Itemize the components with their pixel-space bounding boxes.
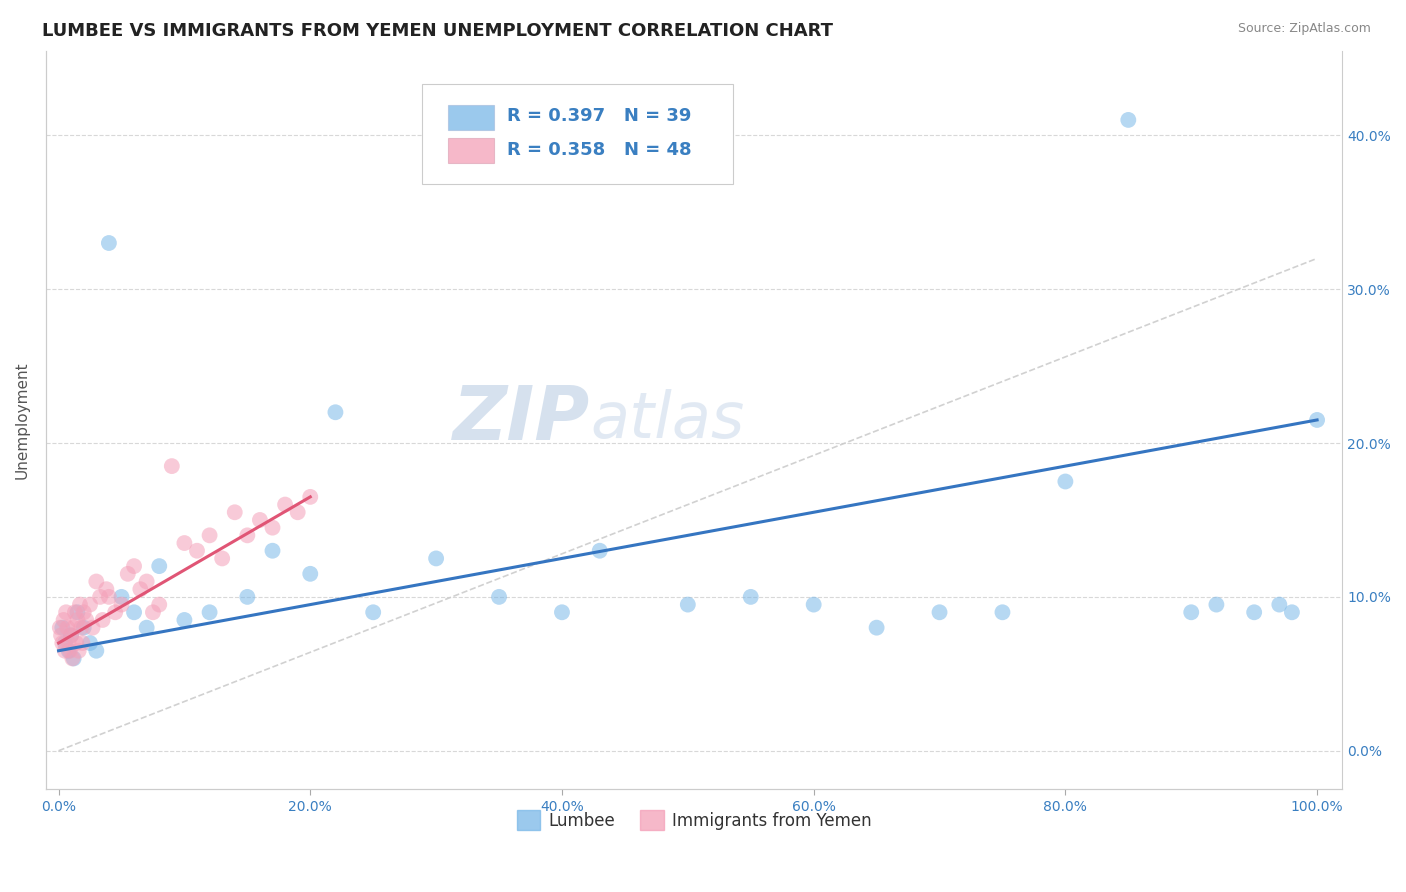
FancyBboxPatch shape xyxy=(449,104,495,129)
Point xyxy=(104,605,127,619)
Text: R = 0.358   N = 48: R = 0.358 N = 48 xyxy=(508,141,692,159)
Point xyxy=(148,598,170,612)
Text: LUMBEE VS IMMIGRANTS FROM YEMEN UNEMPLOYMENT CORRELATION CHART: LUMBEE VS IMMIGRANTS FROM YEMEN UNEMPLOY… xyxy=(42,22,834,40)
Text: Source: ZipAtlas.com: Source: ZipAtlas.com xyxy=(1237,22,1371,36)
Point xyxy=(122,605,145,619)
Point xyxy=(97,235,120,250)
Point xyxy=(589,543,612,558)
Point xyxy=(60,651,83,665)
Point xyxy=(173,536,195,550)
Point xyxy=(262,521,284,535)
Point xyxy=(53,644,76,658)
Text: R = 0.397   N = 39: R = 0.397 N = 39 xyxy=(508,107,692,126)
Point xyxy=(262,543,284,558)
Point xyxy=(60,628,83,642)
Point xyxy=(97,590,120,604)
Point xyxy=(676,598,699,612)
Point xyxy=(58,644,80,658)
Point xyxy=(51,621,73,635)
Point xyxy=(63,605,86,619)
Point xyxy=(79,636,101,650)
Point xyxy=(1180,605,1202,619)
Point xyxy=(66,605,89,619)
Point xyxy=(173,613,195,627)
Point xyxy=(1306,413,1329,427)
Point xyxy=(82,621,104,635)
Point xyxy=(62,621,84,635)
Point xyxy=(135,574,157,589)
Point xyxy=(51,636,73,650)
Y-axis label: Unemployment: Unemployment xyxy=(15,361,30,479)
Point xyxy=(249,513,271,527)
Point xyxy=(361,605,384,619)
Point xyxy=(129,582,152,597)
Point xyxy=(551,605,574,619)
Text: atlas: atlas xyxy=(591,389,745,451)
Point xyxy=(58,636,80,650)
Point xyxy=(1116,112,1139,127)
Point xyxy=(122,559,145,574)
Point xyxy=(117,566,139,581)
Point xyxy=(148,559,170,574)
Point xyxy=(55,605,77,619)
Point xyxy=(928,605,950,619)
Point xyxy=(62,651,84,665)
Point xyxy=(60,628,83,642)
Point xyxy=(89,590,111,604)
Point xyxy=(236,528,259,542)
Point xyxy=(1281,605,1303,619)
Point xyxy=(110,598,132,612)
FancyBboxPatch shape xyxy=(449,138,495,163)
Point xyxy=(160,459,183,474)
Point xyxy=(198,528,221,542)
Point xyxy=(75,613,97,627)
Legend: Lumbee, Immigrants from Yemen: Lumbee, Immigrants from Yemen xyxy=(510,804,879,837)
Point xyxy=(224,505,246,519)
Point xyxy=(86,574,108,589)
FancyBboxPatch shape xyxy=(422,84,733,184)
Point xyxy=(1054,475,1077,489)
Point xyxy=(274,498,297,512)
Point xyxy=(142,605,165,619)
Point xyxy=(72,636,94,650)
Point xyxy=(1268,598,1291,612)
Point xyxy=(65,636,87,650)
Point xyxy=(740,590,762,604)
Point xyxy=(186,543,208,558)
Point xyxy=(865,621,887,635)
Point xyxy=(56,621,79,635)
Point xyxy=(91,613,114,627)
Point xyxy=(110,590,132,604)
Point xyxy=(73,621,96,635)
Point xyxy=(287,505,309,519)
Point xyxy=(49,621,72,635)
Point xyxy=(52,613,75,627)
Point xyxy=(991,605,1014,619)
Point xyxy=(86,644,108,658)
Point xyxy=(79,598,101,612)
Point xyxy=(73,605,96,619)
Point xyxy=(53,636,76,650)
Point xyxy=(70,621,93,635)
Point xyxy=(236,590,259,604)
Point xyxy=(325,405,347,419)
Point xyxy=(67,644,90,658)
Point xyxy=(299,566,322,581)
Point xyxy=(299,490,322,504)
Point xyxy=(1205,598,1227,612)
Point xyxy=(66,613,89,627)
Point xyxy=(49,628,72,642)
Point xyxy=(211,551,233,566)
Point xyxy=(198,605,221,619)
Point xyxy=(59,644,82,658)
Point xyxy=(135,621,157,635)
Point xyxy=(1243,605,1265,619)
Point xyxy=(803,598,825,612)
Point xyxy=(425,551,447,566)
Point xyxy=(96,582,118,597)
Point xyxy=(69,598,91,612)
Point xyxy=(488,590,510,604)
Text: ZIP: ZIP xyxy=(453,384,591,457)
